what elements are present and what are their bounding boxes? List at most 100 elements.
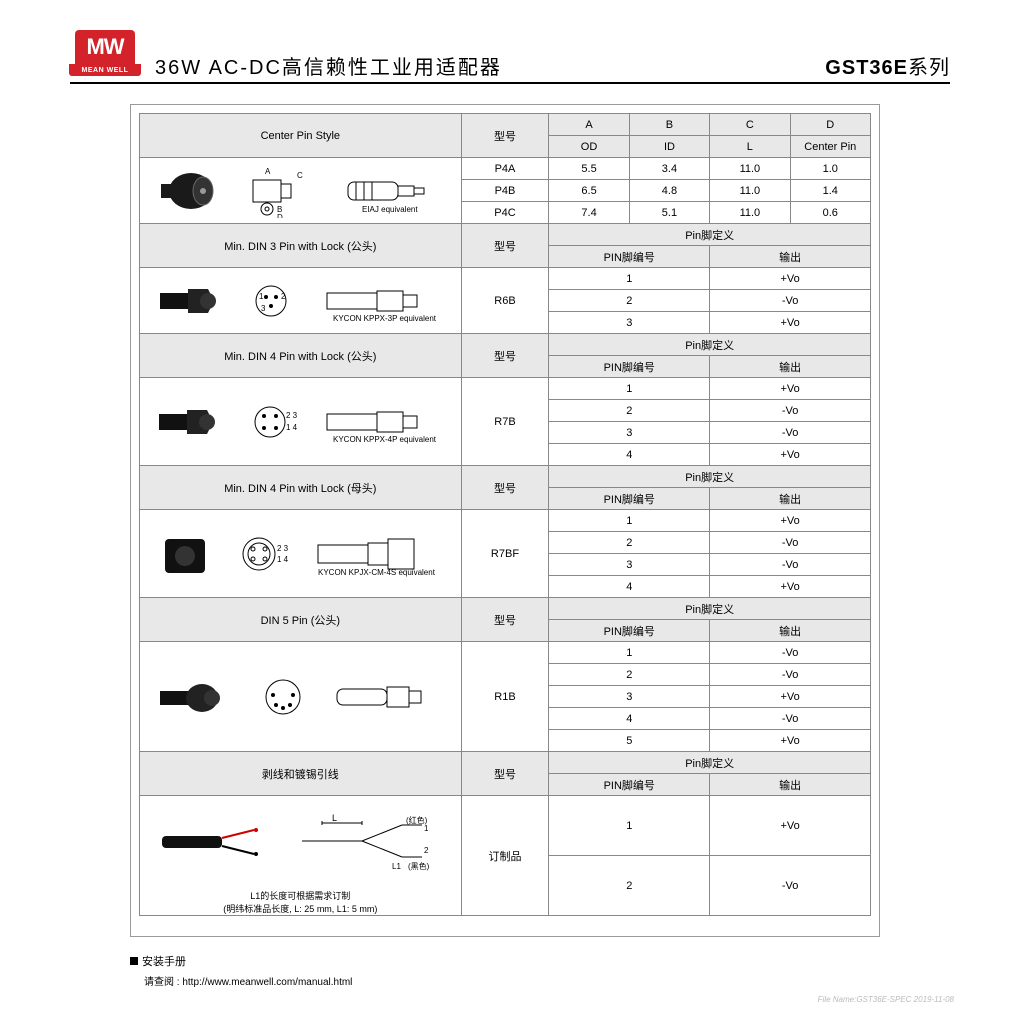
col-model: 型号	[461, 114, 549, 158]
stripped-wire-icon	[158, 816, 268, 866]
table-cell: 11.0	[710, 202, 790, 224]
table-cell: 5	[549, 730, 710, 752]
col-pinno: PIN脚编号	[549, 774, 710, 796]
page-title: 36W AC-DC高信赖性工业用适配器	[155, 51, 825, 80]
section1-title: Center Pin Style	[140, 114, 462, 158]
model-cell: R6B	[461, 268, 549, 334]
table-cell: 3.4	[629, 158, 709, 180]
svg-text:1: 1	[424, 824, 429, 833]
table-cell: 1.4	[790, 180, 870, 202]
sub-od: OD	[549, 136, 629, 158]
section6-note2: (明纬标准品长度, L: 25 mm, L1: 5 mm)	[223, 902, 377, 915]
page-header: MW MEAN WELL 36W AC-DC高信赖性工业用适配器 GST36E系…	[70, 30, 950, 84]
wire-dimension-icon: L (红色) 1 2 L1 (黑色)	[292, 811, 442, 871]
sub-id: ID	[629, 136, 709, 158]
spec-table: Center Pin Style 型号 A B C D OD ID L Cent…	[139, 113, 871, 916]
table-cell: 3	[549, 554, 710, 576]
table-cell: +Vo	[710, 796, 871, 856]
logo-mw: MW	[75, 30, 135, 64]
table-cell: -Vo	[710, 664, 871, 686]
din3-side-icon: KYCON KPPX-3P equivalent	[323, 279, 443, 323]
din4-face-icon: 2 3 1 4	[250, 398, 300, 446]
table-cell: P4C	[461, 202, 549, 224]
col-pinno: PIN脚编号	[549, 246, 710, 268]
table-cell: 5.1	[629, 202, 709, 224]
table-cell: 5.5	[549, 158, 629, 180]
section2-illustration: 1 2 3 KYCON KPPX-3P equivalent	[140, 268, 462, 334]
sub-cp: Center Pin	[790, 136, 870, 158]
footer-manual: 安装手册	[142, 956, 186, 968]
table-cell: -Vo	[710, 290, 871, 312]
col-model: 型号	[461, 598, 549, 642]
section4-title: Min. DIN 4 Pin with Lock (母头)	[140, 466, 462, 510]
din5-side-icon	[333, 673, 443, 721]
table-cell: -Vo	[710, 856, 871, 916]
col-c: C	[710, 114, 790, 136]
din3-plug-icon	[158, 279, 228, 323]
table-cell: 4.8	[629, 180, 709, 202]
svg-text:KYCON KPPX-4P equivalent: KYCON KPPX-4P equivalent	[333, 435, 437, 444]
section6-note1: L1的长度可根据需求订制	[250, 889, 350, 902]
svg-text:KYCON KPPX-3P equivalent: KYCON KPPX-3P equivalent	[333, 314, 437, 323]
col-output: 输出	[710, 488, 871, 510]
col-output: 输出	[710, 356, 871, 378]
section1-illustration: A C B D EIAJ equivalent	[140, 158, 462, 224]
table-cell: 1	[549, 510, 710, 532]
bullet-icon	[130, 957, 138, 965]
svg-text:2: 2	[281, 292, 286, 301]
series-suffix: 系列	[908, 57, 950, 79]
table-cell: 2	[549, 532, 710, 554]
col-output: 输出	[710, 774, 871, 796]
brand-logo: MW MEAN WELL	[70, 30, 140, 80]
section3-title: Min. DIN 4 Pin with Lock (公头)	[140, 334, 462, 378]
section6-title: 剥线和镀锡引线	[140, 752, 462, 796]
table-cell: 4	[549, 576, 710, 598]
model-cell: R1B	[461, 642, 549, 752]
series-bold: GST36E	[825, 57, 908, 79]
barrel-plug-icon	[159, 166, 219, 216]
table-cell: -Vo	[710, 532, 871, 554]
svg-text:D: D	[277, 213, 283, 218]
col-pindef: Pin脚定义	[549, 466, 871, 488]
col-a: A	[549, 114, 629, 136]
table-cell: 7.4	[549, 202, 629, 224]
table-cell: 3	[549, 312, 710, 334]
svg-text:EIAJ equivalent: EIAJ equivalent	[362, 205, 418, 214]
col-pindef: Pin脚定义	[549, 224, 871, 246]
col-output: 输出	[710, 246, 871, 268]
dimension-diagram-icon: A C B D	[245, 164, 315, 218]
section6-illustration: L (红色) 1 2 L1 (黑色) L1的长度可根据需求	[140, 796, 462, 916]
din4f-face-icon: 2 3 1 4	[239, 529, 291, 579]
svg-text:C: C	[297, 171, 303, 180]
table-cell: +Vo	[710, 576, 871, 598]
file-footer: File Name:GST36E-SPEC 2019-11-08	[818, 995, 954, 1004]
table-cell: -Vo	[710, 554, 871, 576]
svg-text:2 3: 2 3	[286, 411, 298, 420]
model-cell: R7B	[461, 378, 549, 466]
table-cell: +Vo	[710, 268, 871, 290]
spec-frame: Center Pin Style 型号 A B C D OD ID L Cent…	[130, 104, 880, 937]
table-cell: 11.0	[710, 158, 790, 180]
section4-illustration: 2 3 1 4 KYCON KPJX-CM-4S equivalent	[140, 510, 462, 598]
model-cell: 订制品	[461, 796, 549, 916]
svg-text:(黑色): (黑色)	[408, 861, 430, 871]
section5-title: DIN 5 Pin (公头)	[140, 598, 462, 642]
din3-face-icon: 1 2 3	[251, 279, 299, 323]
din5-face-icon	[261, 673, 309, 721]
table-cell: 6.5	[549, 180, 629, 202]
col-pindef: Pin脚定义	[549, 598, 871, 620]
col-b: B	[629, 114, 709, 136]
col-model: 型号	[461, 752, 549, 796]
table-cell: +Vo	[710, 312, 871, 334]
footer-link[interactable]: http://www.meanwell.com/manual.html	[182, 977, 352, 988]
table-cell: P4A	[461, 158, 549, 180]
table-cell: 1	[549, 378, 710, 400]
section5-illustration	[140, 642, 462, 752]
table-cell: 2	[549, 856, 710, 916]
table-cell: P4B	[461, 180, 549, 202]
table-cell: +Vo	[710, 444, 871, 466]
section3-illustration: 2 3 1 4 KYCON KPPX-4P equivalent	[140, 378, 462, 466]
model-cell: R7BF	[461, 510, 549, 598]
table-cell: 3	[549, 422, 710, 444]
svg-text:3: 3	[261, 304, 266, 313]
